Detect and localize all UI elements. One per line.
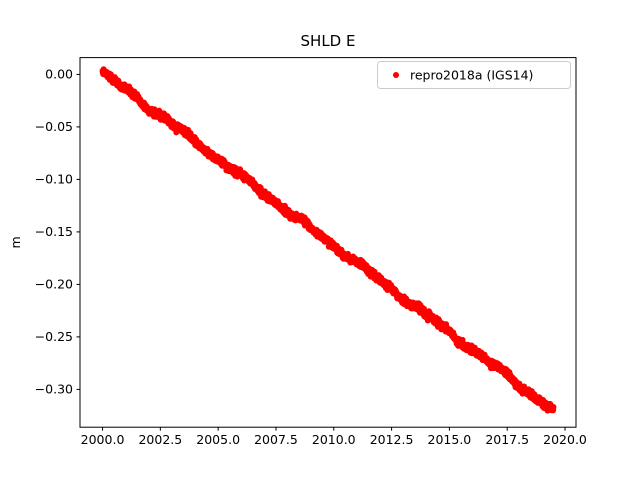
x-axis-ticks: 2000.0 2002.5 2005.0 2007.5 2010.0 2012.5 2015… — [81, 427, 587, 447]
plot-area-border — [79, 57, 577, 428]
y-tick-label: −0.10 — [35, 172, 73, 187]
x-tick-label: 2015.0 — [428, 432, 472, 447]
x-tick-label: 2000.0 — [81, 432, 125, 447]
y-tick-label: −0.05 — [35, 119, 73, 134]
y-tick-label: −0.25 — [35, 329, 73, 344]
x-tick-label: 2007.5 — [254, 432, 298, 447]
legend-marker-dot — [393, 72, 399, 78]
x-tick-label: 2012.5 — [370, 432, 414, 447]
y-axis-label: m — [8, 236, 23, 248]
legend-box — [377, 61, 571, 89]
y-axis-ticks: 0.00 −0.05 −0.10 −0.15 −0.20 −0.25 −0.30 — [35, 67, 80, 397]
legend-label: repro2018a (IGS14) — [410, 68, 533, 83]
x-tick-label: 2017.5 — [485, 432, 529, 447]
data-point — [550, 404, 557, 410]
scatter-points — [99, 66, 557, 414]
y-tick-label: −0.20 — [35, 277, 73, 292]
legend: repro2018a (IGS14) — [377, 61, 571, 89]
y-tick-label: −0.30 — [35, 382, 73, 397]
y-tick-label: 0.00 — [45, 67, 73, 82]
chart-title: SHLD E — [301, 32, 356, 50]
x-tick-label: 2010.0 — [312, 432, 356, 447]
x-tick-label: 2020.0 — [543, 432, 587, 447]
y-tick-label: −0.15 — [35, 224, 73, 239]
x-tick-label: 2002.5 — [138, 432, 182, 447]
x-tick-label: 2005.0 — [196, 432, 240, 447]
